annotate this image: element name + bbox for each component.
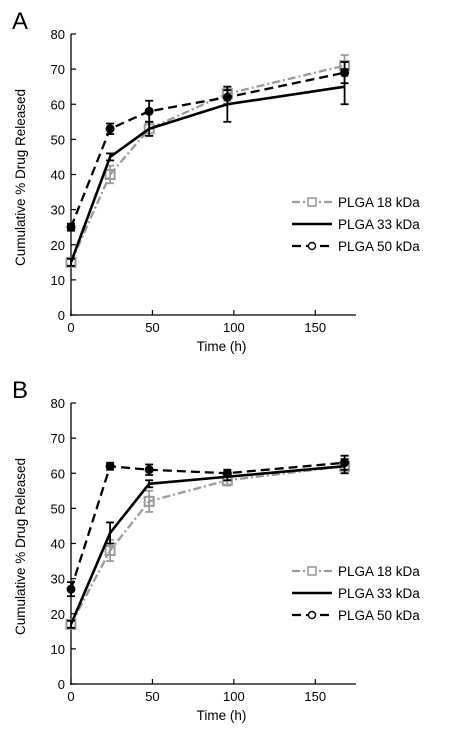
data-point [65,618,77,630]
legend-label: PLGA 50 kDa [338,239,420,254]
y-axis-label: Cumulative % Drug Released [13,89,28,266]
y-tick-label: 0 [58,308,65,323]
data-point [222,468,232,478]
legend-marker [307,197,317,207]
legend: PLGA 18 kDa PLGA 33 kDa PLGA 50 kDa [292,195,420,254]
x-tick-label: 0 [67,689,74,704]
data-point [340,68,350,78]
legend-label: PLGA 50 kDa [338,608,420,623]
x-tick-label: 50 [145,689,159,704]
series-line [69,85,345,263]
chart-a-svg: A 0 10 20 30 40 50 60 70 80 0 50 100 150 Time (h) Cumul… [12,8,420,354]
series-3 [66,454,350,598]
y-tick-label: 60 [51,466,65,481]
data-point [104,545,116,557]
data-point [222,92,232,102]
y-tick-label: 40 [51,168,65,183]
y-tick-label: 50 [51,132,65,147]
chart-panel-a: A 0 10 20 30 40 50 60 70 80 0 50 100 150 Time (h) Cumul… [0,0,460,368]
x-axis-label: Time (h) [197,708,247,723]
y-tick-label: 40 [51,537,65,552]
y-tick-label: 30 [51,572,65,587]
y-tick-label: 30 [51,203,65,218]
panel-letter: B [12,377,28,404]
y-tick-label: 70 [51,431,65,446]
data-point [144,106,154,116]
legend-label: PLGA 33 kDa [338,586,420,601]
y-tick-label: 60 [51,97,65,112]
series-2 [67,458,349,629]
x-tick-label: 100 [223,689,245,704]
data-point [105,461,115,471]
data-point [66,584,76,594]
y-tick-label: 80 [51,396,65,411]
legend-label: PLGA 18 kDa [338,564,420,579]
legend: PLGA 18 kDa PLGA 33 kDa PLGA 50 kDa [292,564,420,623]
data-point [340,458,350,468]
series-line [69,71,345,228]
y-tick-label: 10 [51,642,65,657]
x-tick-label: 150 [304,320,326,335]
y-tick-label: 50 [51,501,65,516]
chart-b-svg: B 0 10 20 30 40 50 60 70 80 0 50 100 150 Time (h) Cumul… [12,377,420,723]
x-axis-label: Time (h) [197,339,247,354]
series-3 [66,61,350,232]
x-tick-label: 150 [304,689,326,704]
data-point [144,465,154,475]
legend-marker [307,566,317,576]
legend-label: PLGA 33 kDa [338,217,420,232]
panel-letter: A [12,8,28,35]
legend-label: PLGA 18 kDa [338,195,420,210]
data-point [65,256,77,268]
data-point [104,169,116,180]
x-tick-label: 50 [145,320,159,335]
y-tick-label: 80 [51,27,65,42]
data-point [105,124,115,134]
y-tick-label: 10 [51,273,65,288]
y-tick-label: 20 [51,238,65,253]
legend-marker [307,241,317,251]
y-tick-label: 20 [51,607,65,622]
legend-marker [307,610,317,620]
x-tick-label: 0 [67,320,74,335]
y-tick-label: 0 [58,677,65,692]
y-tick-label: 70 [51,62,65,77]
data-point [143,495,155,507]
x-tick-label: 100 [223,320,245,335]
series-line [69,64,345,263]
chart-panel-b: B 0 10 20 30 40 50 60 70 80 0 50 100 150 Time (h) Cumul… [0,369,460,737]
data-point [66,222,76,232]
y-axis-label: Cumulative % Drug Released [13,458,28,635]
